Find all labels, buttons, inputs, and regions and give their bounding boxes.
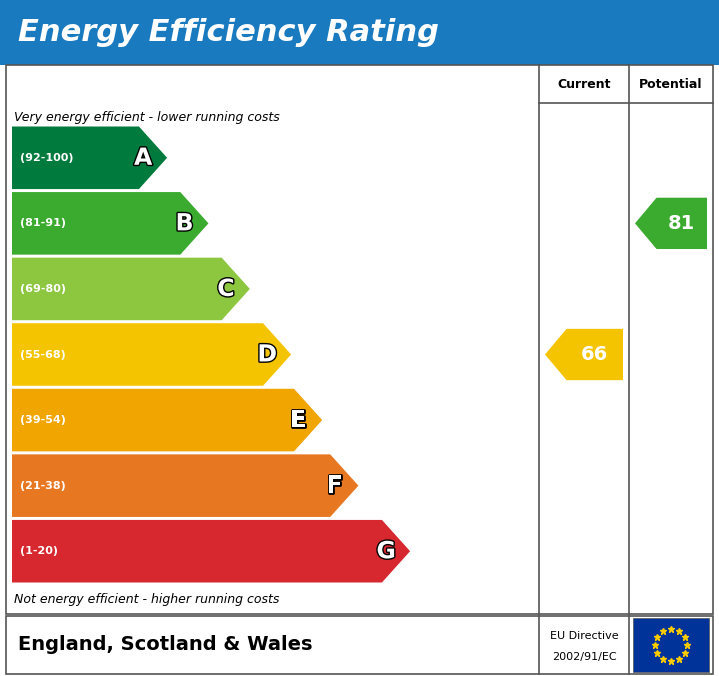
Text: (92-100): (92-100) xyxy=(20,153,73,163)
Text: A: A xyxy=(134,146,152,170)
Text: 66: 66 xyxy=(581,345,608,364)
Text: D: D xyxy=(257,343,277,366)
Polygon shape xyxy=(12,520,410,583)
Text: England, Scotland & Wales: England, Scotland & Wales xyxy=(18,635,313,654)
Text: (69-80): (69-80) xyxy=(20,284,66,294)
Polygon shape xyxy=(12,389,322,452)
Text: (39-54): (39-54) xyxy=(20,415,66,425)
Bar xyxy=(633,618,709,672)
Bar xyxy=(6,65,713,614)
Text: 2002/91/EC: 2002/91/EC xyxy=(551,652,616,662)
Text: G: G xyxy=(377,539,396,563)
Text: (55-68): (55-68) xyxy=(20,349,65,360)
Text: C: C xyxy=(217,277,234,301)
Text: E: E xyxy=(290,408,306,432)
Text: Not energy efficient - higher running costs: Not energy efficient - higher running co… xyxy=(14,592,280,606)
Polygon shape xyxy=(635,197,707,249)
Text: Energy Efficiency Rating: Energy Efficiency Rating xyxy=(18,18,439,47)
Text: Very energy efficient - lower running costs: Very energy efficient - lower running co… xyxy=(14,110,280,124)
Text: 81: 81 xyxy=(668,214,695,233)
Text: (1-20): (1-20) xyxy=(20,546,58,556)
Text: (21-38): (21-38) xyxy=(20,481,65,491)
Polygon shape xyxy=(12,258,249,320)
Polygon shape xyxy=(12,454,358,517)
Polygon shape xyxy=(12,192,209,255)
Polygon shape xyxy=(545,329,623,380)
Polygon shape xyxy=(12,323,291,386)
Bar xyxy=(0,614,719,676)
Text: Potential: Potential xyxy=(639,78,702,91)
Text: EU Directive: EU Directive xyxy=(550,631,618,641)
Text: F: F xyxy=(326,474,342,498)
Polygon shape xyxy=(12,126,167,189)
Bar xyxy=(6,616,713,674)
Text: B: B xyxy=(175,212,193,235)
Text: (81-91): (81-91) xyxy=(20,218,66,228)
Text: Current: Current xyxy=(557,78,610,91)
Bar xyxy=(0,0,719,65)
